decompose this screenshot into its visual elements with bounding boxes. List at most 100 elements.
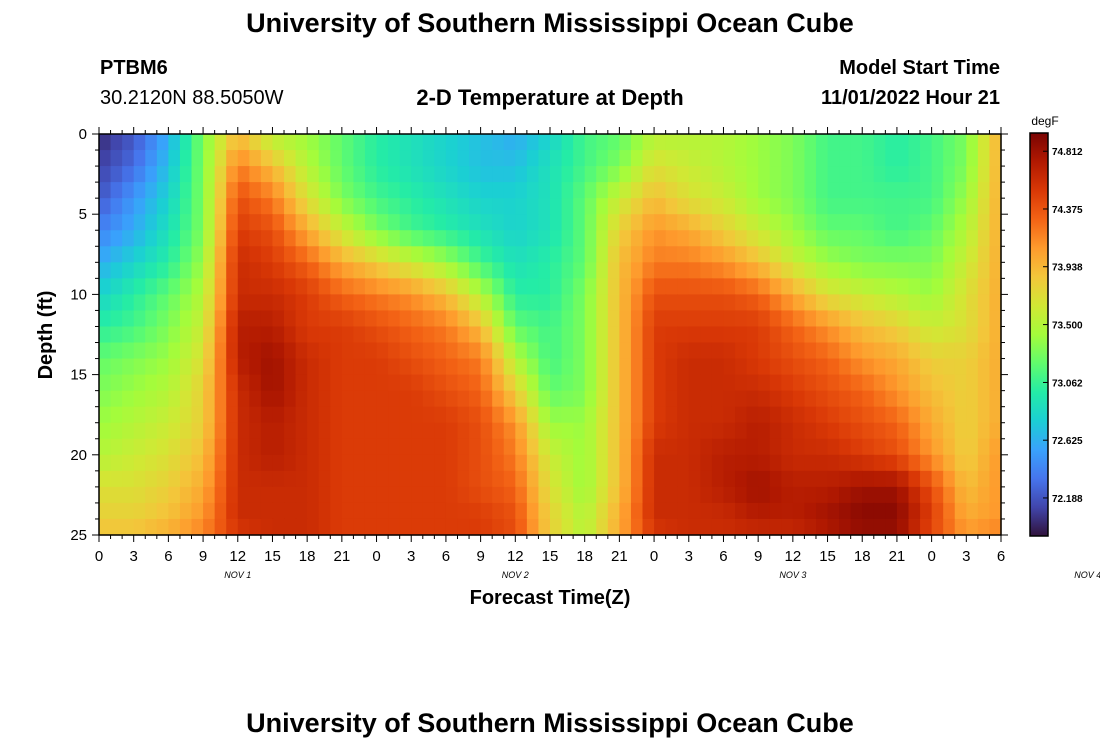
- heatmap-cell: [677, 454, 690, 472]
- heatmap-cell: [723, 518, 736, 536]
- heatmap-cell: [665, 246, 678, 263]
- heatmap-cell: [284, 294, 297, 312]
- heatmap-cell: [977, 294, 991, 312]
- heatmap-cell: [827, 198, 840, 215]
- heatmap-cell: [249, 246, 262, 263]
- heatmap-cell: [908, 230, 921, 247]
- heatmap-cell: [145, 390, 158, 408]
- heatmap-cell: [908, 438, 921, 456]
- heatmap-cell: [550, 278, 563, 295]
- heatmap-cell: [434, 454, 447, 472]
- heatmap-cell: [758, 486, 771, 504]
- heatmap-cell: [896, 294, 910, 312]
- heatmap-cell: [272, 198, 285, 215]
- heatmap-cell: [526, 374, 540, 392]
- heatmap-cell: [353, 406, 366, 424]
- heatmap-cell: [272, 150, 285, 167]
- heatmap-cell: [110, 246, 123, 263]
- heatmap-cell: [411, 294, 424, 312]
- heatmap-cell: [896, 358, 910, 376]
- heatmap-cell: [654, 374, 667, 392]
- heatmap-cell: [607, 246, 620, 263]
- heatmap-cell: [665, 438, 678, 456]
- heatmap-cell: [781, 422, 794, 440]
- heatmap-cell: [711, 134, 725, 151]
- footer-title: University of Southern Mississippi Ocean…: [246, 708, 854, 738]
- heatmap-cell: [399, 422, 412, 440]
- heatmap-cell: [815, 502, 829, 520]
- heatmap-cell: [573, 278, 586, 295]
- heatmap-cell: [758, 438, 771, 456]
- heatmap-cell: [723, 470, 736, 488]
- heatmap-cell: [399, 390, 412, 408]
- heatmap-cell: [434, 470, 447, 488]
- heatmap-cell: [492, 278, 505, 295]
- heatmap-cell: [445, 502, 459, 520]
- heatmap-cell: [318, 198, 331, 215]
- heatmap-cell: [700, 470, 713, 488]
- heatmap-cell: [133, 470, 146, 488]
- heatmap-cell: [954, 166, 967, 183]
- heatmap-cell: [885, 454, 898, 472]
- heatmap-cell: [503, 278, 516, 295]
- heatmap-cell: [168, 310, 181, 328]
- heatmap-cell: [515, 150, 528, 167]
- heatmap-cell: [307, 406, 320, 424]
- heatmap-cell: [260, 406, 274, 424]
- heatmap-cell: [966, 166, 979, 183]
- heatmap-cell: [977, 358, 991, 376]
- heatmap-cell: [758, 390, 771, 408]
- heatmap-cell: [399, 166, 412, 183]
- heatmap-cell: [908, 182, 921, 199]
- heatmap-cell: [781, 150, 794, 167]
- heatmap-cell: [920, 502, 933, 520]
- heatmap-cell: [330, 518, 343, 536]
- heatmap-cell: [168, 390, 181, 408]
- heatmap-cell: [746, 390, 759, 408]
- heatmap-cell: [711, 214, 725, 231]
- heatmap-cell: [920, 438, 933, 456]
- heatmap-cell: [538, 358, 551, 376]
- heatmap-cell: [272, 502, 285, 520]
- heatmap-cell: [711, 438, 725, 456]
- heatmap-cell: [758, 406, 771, 424]
- heatmap-cell: [943, 166, 956, 183]
- heatmap-cell: [179, 390, 193, 408]
- heatmap-cell: [758, 294, 771, 312]
- heatmap-cell: [920, 390, 933, 408]
- heatmap-cell: [295, 134, 308, 151]
- heatmap-cell: [677, 406, 690, 424]
- x-tick-label: 6: [997, 548, 1005, 565]
- heatmap-cell: [746, 294, 759, 312]
- heatmap-cell: [330, 262, 343, 279]
- heatmap-cell: [561, 262, 574, 279]
- heatmap-cell: [723, 358, 736, 376]
- heatmap-cell: [168, 230, 181, 247]
- heatmap-cell: [977, 278, 991, 295]
- heatmap-cell: [885, 438, 898, 456]
- heatmap-cell: [226, 214, 239, 231]
- heatmap-cell: [388, 166, 401, 183]
- heatmap-cell: [746, 134, 759, 151]
- heatmap-cell: [156, 246, 169, 263]
- heatmap-cell: [561, 454, 574, 472]
- heatmap-cell: [769, 422, 782, 440]
- heatmap-cell: [977, 342, 991, 360]
- heatmap-cell: [573, 198, 586, 215]
- heatmap-cell: [515, 294, 528, 312]
- heatmap-cell: [746, 454, 759, 472]
- heatmap-cell: [758, 454, 771, 472]
- heatmap-cell: [515, 358, 528, 376]
- heatmap-cell: [364, 342, 378, 360]
- heatmap-cell: [677, 438, 690, 456]
- heatmap-cell: [307, 438, 320, 456]
- heatmap-cell: [457, 214, 470, 231]
- heatmap-cell: [804, 438, 817, 456]
- heatmap-cell: [295, 422, 308, 440]
- heatmap-cell: [179, 470, 193, 488]
- heatmap-cell: [457, 422, 470, 440]
- heatmap-cell: [179, 422, 193, 440]
- heatmap-cell: [110, 438, 123, 456]
- heatmap-cell: [457, 198, 470, 215]
- heatmap-cell: [711, 486, 725, 504]
